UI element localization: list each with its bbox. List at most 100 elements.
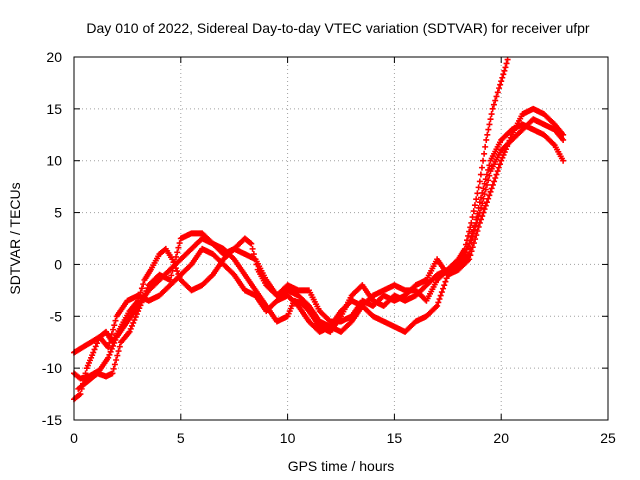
data-point — [174, 249, 181, 256]
x-axis-label: GPS time / hours — [288, 458, 395, 474]
data-point — [487, 188, 494, 195]
data-point — [136, 305, 143, 312]
data-point — [474, 190, 481, 197]
data-point — [77, 391, 84, 398]
data-point — [501, 67, 508, 74]
data-point — [91, 346, 98, 353]
data-point — [441, 282, 448, 289]
data-point — [138, 299, 145, 306]
series-track-4 — [75, 116, 567, 392]
data-point — [105, 344, 112, 351]
data-point — [485, 126, 492, 133]
y-tick-label: -5 — [50, 308, 63, 324]
data-point — [90, 349, 97, 356]
data-point — [111, 361, 118, 368]
data-point — [437, 292, 444, 299]
y-tick-label: -10 — [42, 360, 62, 376]
data-point — [487, 116, 494, 123]
data-point — [469, 230, 476, 237]
data-point — [459, 257, 466, 264]
data-point — [462, 249, 469, 256]
y-tick-label: 20 — [46, 49, 62, 65]
data-point — [467, 224, 474, 231]
data-point — [434, 302, 441, 309]
data-point — [176, 240, 183, 247]
data-point — [500, 71, 507, 78]
data-point — [490, 101, 497, 108]
data-point — [482, 186, 489, 193]
data-point — [480, 157, 487, 164]
data-point — [498, 78, 505, 85]
data-point — [504, 56, 511, 63]
data-point — [560, 136, 567, 143]
data-point — [168, 272, 175, 279]
data-point — [474, 228, 481, 235]
data-point — [468, 248, 475, 255]
data-point — [140, 281, 147, 288]
data-point — [478, 204, 485, 211]
data-point — [497, 81, 504, 88]
data-point — [488, 111, 495, 118]
data-point — [485, 177, 492, 184]
x-tick-label: 15 — [387, 430, 403, 446]
data-point — [170, 263, 177, 270]
data-point — [440, 285, 447, 292]
data-point — [493, 93, 500, 100]
data-point — [481, 206, 488, 213]
data-point — [81, 375, 88, 382]
data-point — [110, 326, 117, 333]
data-point — [112, 317, 119, 324]
data-point — [550, 141, 557, 148]
data-point — [481, 150, 488, 157]
data-point — [498, 157, 505, 164]
data-point — [82, 370, 89, 377]
x-tick-label: 20 — [493, 430, 509, 446]
data-point — [483, 181, 490, 188]
data-point — [247, 239, 254, 246]
data-point — [135, 297, 142, 304]
data-point — [432, 304, 439, 311]
data-point — [106, 339, 113, 346]
data-point — [497, 161, 504, 168]
x-tick-label: 25 — [600, 430, 616, 446]
data-point — [248, 240, 255, 247]
data-point — [473, 196, 480, 203]
data-point — [143, 287, 150, 294]
data-markers — [71, 56, 567, 403]
data-point — [486, 172, 493, 179]
data-point — [464, 243, 471, 250]
data-point — [494, 168, 501, 175]
data-point — [482, 143, 489, 150]
data-point — [474, 216, 481, 223]
data-point — [484, 131, 491, 138]
data-point — [107, 335, 114, 342]
data-point — [443, 275, 450, 282]
y-tick-label: 5 — [54, 205, 62, 221]
data-point — [475, 213, 482, 220]
data-point — [488, 185, 495, 192]
data-point — [249, 245, 256, 252]
data-point — [465, 232, 472, 239]
data-point — [130, 319, 137, 326]
data-point — [467, 252, 474, 259]
data-point — [464, 257, 471, 264]
data-point — [116, 343, 123, 350]
y-tick-label: 0 — [54, 256, 62, 272]
data-point — [489, 181, 496, 188]
data-point — [469, 214, 476, 221]
series-track-3 — [71, 105, 567, 356]
data-point — [493, 171, 500, 178]
data-point — [479, 200, 486, 207]
x-tick-label: 0 — [70, 430, 78, 446]
data-point — [481, 191, 488, 198]
data-point — [486, 162, 493, 169]
data-point — [467, 237, 474, 244]
data-point — [492, 175, 499, 181]
data-point — [483, 199, 490, 206]
data-point — [466, 240, 473, 247]
data-point — [171, 258, 178, 265]
data-point — [482, 202, 489, 209]
grid-lines — [74, 57, 608, 420]
data-point — [492, 97, 499, 104]
